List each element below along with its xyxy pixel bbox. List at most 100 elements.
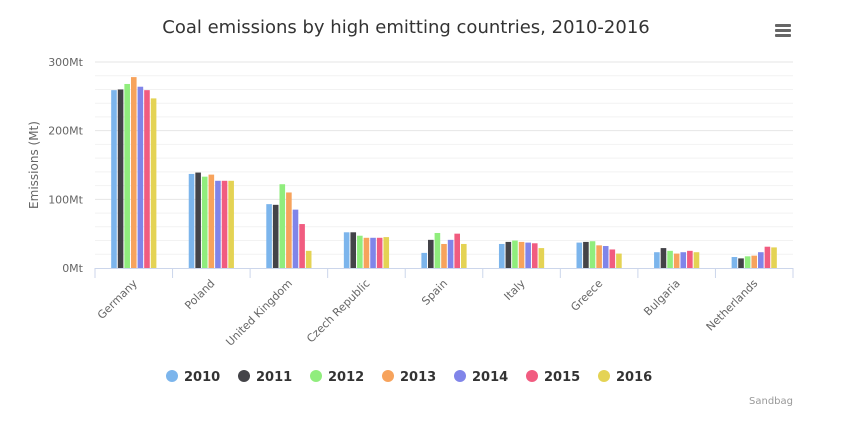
bar-spain-2014[interactable] <box>447 239 454 268</box>
bar-czech-republic-2016[interactable] <box>383 237 390 268</box>
x-tick-label: Germany <box>95 277 140 322</box>
legend-label[interactable]: 2011 <box>256 370 292 385</box>
bar-germany-2010[interactable] <box>111 90 117 268</box>
y-tick-label: 100Mt <box>48 193 83 206</box>
x-tick-label: Poland <box>182 277 217 312</box>
bar-poland-2014[interactable] <box>215 180 221 268</box>
legend-item-2011[interactable]: 2011 <box>238 370 292 385</box>
x-tick-label: United Kingdom <box>223 277 295 349</box>
bar-bulgaria-2014[interactable] <box>680 252 687 268</box>
x-tick-label: Greece <box>568 277 605 314</box>
legend-marker[interactable] <box>526 370 538 382</box>
legend-label[interactable]: 2016 <box>616 370 652 385</box>
bar-spain-2016[interactable] <box>461 243 467 268</box>
bar-greece-2015[interactable] <box>609 249 616 268</box>
bar-poland-2011[interactable] <box>195 172 201 268</box>
bar-italy-2011[interactable] <box>505 241 512 268</box>
legend-label[interactable]: 2014 <box>472 370 508 385</box>
bar-germany-2013[interactable] <box>130 77 137 269</box>
x-axis: Germany Poland United Kingdom Czech Republi… <box>94 268 794 349</box>
bar-bulgaria-2012[interactable] <box>667 250 673 268</box>
legend-item-2014[interactable]: 2014 <box>454 370 508 385</box>
bar-czech-republic-2010[interactable] <box>343 232 350 268</box>
bar-czech-republic-2013[interactable] <box>363 237 370 268</box>
legend-item-2012[interactable]: 2012 <box>310 370 364 385</box>
bar-italy-2012[interactable] <box>512 240 518 268</box>
bar-bulgaria-2010[interactable] <box>654 252 660 268</box>
legend-item-2015[interactable]: 2015 <box>526 370 580 385</box>
bar-united-kingdom-2010[interactable] <box>266 204 272 268</box>
bar-greece-2012[interactable] <box>589 241 596 268</box>
bar-germany-2015[interactable] <box>144 90 150 268</box>
legend-item-2013[interactable]: 2013 <box>382 370 436 385</box>
legend-marker[interactable] <box>238 370 250 382</box>
legend-label[interactable]: 2010 <box>184 370 220 385</box>
bar-netherlands-2015[interactable] <box>764 246 771 268</box>
legend-marker[interactable] <box>454 370 466 382</box>
bar-united-kingdom-2012[interactable] <box>279 184 286 268</box>
bar-spain-2011[interactable] <box>428 239 434 268</box>
x-tick-label: Bulgaria <box>641 277 682 318</box>
bar-bulgaria-2015[interactable] <box>687 250 693 268</box>
bar-bulgaria-2013[interactable] <box>673 253 680 268</box>
bar-italy-2016[interactable] <box>538 248 545 268</box>
hamburger-menu-icon[interactable] <box>775 24 791 37</box>
y-tick-label: 200Mt <box>48 125 83 138</box>
bar-netherlands-2010[interactable] <box>731 257 738 268</box>
bar-poland-2013[interactable] <box>208 174 215 268</box>
bar-czech-republic-2011[interactable] <box>350 232 357 268</box>
bar-greece-2011[interactable] <box>583 241 589 268</box>
legend-marker[interactable] <box>598 370 610 382</box>
context-menu-button[interactable] <box>771 20 795 42</box>
bar-poland-2015[interactable] <box>221 180 228 268</box>
legend: 2010 2011 2012 2013 2014 2015 2016 <box>166 370 652 385</box>
bar-italy-2015[interactable] <box>531 243 538 268</box>
bar-germany-2011[interactable] <box>117 89 124 268</box>
bar-czech-republic-2012[interactable] <box>357 235 363 268</box>
bar-netherlands-2016[interactable] <box>771 247 777 268</box>
bar-italy-2010[interactable] <box>498 243 505 268</box>
bar-united-kingdom-2016[interactable] <box>305 250 312 268</box>
bar-united-kingdom-2015[interactable] <box>299 224 305 268</box>
bar-czech-republic-2015[interactable] <box>376 237 383 268</box>
bar-spain-2013[interactable] <box>441 243 447 268</box>
bar-spain-2015[interactable] <box>454 233 460 268</box>
bar-netherlands-2011[interactable] <box>738 258 744 268</box>
bar-greece-2013[interactable] <box>596 245 602 268</box>
credit-text[interactable]: Sandbag <box>749 396 793 407</box>
bar-netherlands-2014[interactable] <box>758 252 764 268</box>
bar-bulgaria-2011[interactable] <box>660 248 667 268</box>
bar-united-kingdom-2011[interactable] <box>272 204 279 268</box>
bar-greece-2010[interactable] <box>576 242 583 268</box>
bar-united-kingdom-2013[interactable] <box>286 192 292 268</box>
bar-united-kingdom-2014[interactable] <box>292 209 299 268</box>
bar-czech-republic-2014[interactable] <box>370 237 376 268</box>
bar-netherlands-2013[interactable] <box>751 255 758 268</box>
bar-poland-2010[interactable] <box>188 173 195 268</box>
legend-item-2010[interactable]: 2010 <box>166 370 220 385</box>
bar-germany-2012[interactable] <box>124 83 130 269</box>
legend-label[interactable]: 2013 <box>400 370 436 385</box>
bar-poland-2012[interactable] <box>201 176 208 268</box>
bar-germany-2016[interactable] <box>150 98 157 268</box>
x-tick-label: Netherlands <box>704 277 761 334</box>
legend-label[interactable]: 2015 <box>544 370 580 385</box>
x-tick-label: Czech Republic <box>304 277 372 345</box>
bar-poland-2016[interactable] <box>228 180 234 268</box>
bars <box>111 77 777 269</box>
bar-netherlands-2012[interactable] <box>744 256 751 268</box>
legend-marker[interactable] <box>382 370 394 382</box>
bar-italy-2013[interactable] <box>518 241 525 268</box>
bar-italy-2014[interactable] <box>525 242 531 268</box>
bar-greece-2016[interactable] <box>616 253 622 268</box>
bar-spain-2010[interactable] <box>421 252 427 268</box>
bar-germany-2014[interactable] <box>137 86 144 268</box>
legend-marker[interactable] <box>310 370 322 382</box>
bar-greece-2014[interactable] <box>602 246 609 268</box>
legend-label[interactable]: 2012 <box>328 370 364 385</box>
legend-marker[interactable] <box>166 370 178 382</box>
legend-item-2016[interactable]: 2016 <box>598 370 652 385</box>
bar-bulgaria-2016[interactable] <box>693 252 700 268</box>
bar-spain-2012[interactable] <box>434 232 441 268</box>
